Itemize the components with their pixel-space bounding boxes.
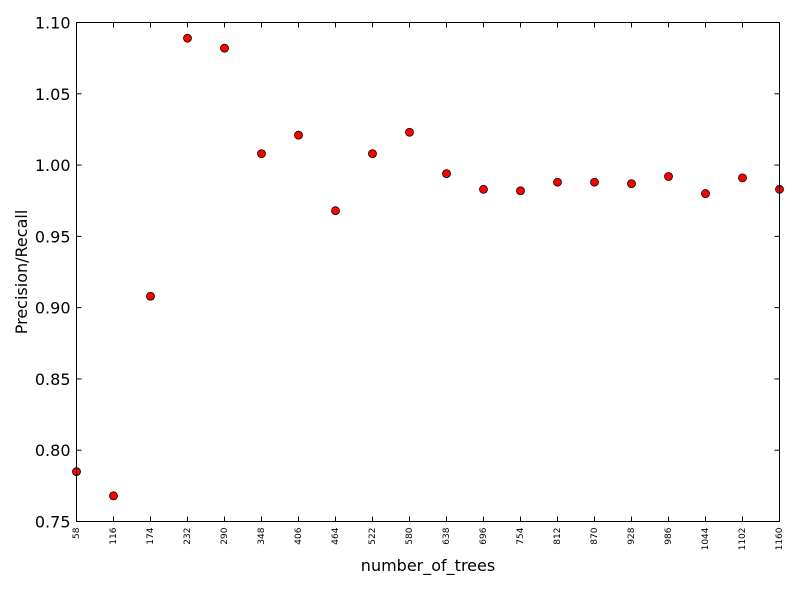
y-tick-label: 0.85	[35, 370, 71, 389]
x-tick-label: 696	[479, 527, 489, 544]
data-point	[294, 130, 303, 140]
y-tick-label: 0.95	[35, 227, 71, 246]
data-point	[109, 491, 118, 501]
data-point	[368, 149, 377, 159]
data-point	[738, 173, 747, 183]
x-tick-label: 116	[109, 527, 119, 544]
data-points	[72, 33, 784, 501]
y-tick-label: 0.75	[35, 513, 71, 532]
data-point	[701, 189, 710, 198]
data-point	[331, 206, 340, 216]
x-tick-label: 812	[553, 528, 563, 545]
y-tick-label: 1.00	[35, 156, 71, 175]
x-tick-label: 174	[146, 527, 156, 544]
y-tick-label: 1.10	[35, 14, 71, 33]
x-tick-label: 348	[257, 527, 267, 544]
x-tick-label: 986	[664, 527, 674, 544]
data-point	[479, 184, 488, 194]
plot-frame	[76, 22, 780, 522]
x-tick-label: 638	[442, 527, 452, 544]
x-tick-labels: 58 116 174 232 290 348 406 464 522 580 638 696 754 81…	[72, 527, 785, 550]
y-tick-label: 1.05	[35, 85, 71, 104]
data-point	[516, 186, 525, 196]
x-axis-label: number_of_trees	[361, 556, 495, 576]
x-tick-label: 870	[590, 527, 600, 544]
data-point	[146, 291, 155, 301]
y-tick-label: 0.90	[35, 299, 71, 318]
y-axis-label: Precision/Recall	[12, 210, 31, 335]
data-point	[664, 172, 673, 181]
data-point	[442, 169, 451, 179]
x-tick-label: 580	[405, 527, 415, 544]
data-point	[590, 177, 599, 187]
data-point	[183, 33, 192, 43]
x-tick-label: 1044	[701, 527, 711, 550]
x-tick-label: 1160	[775, 527, 785, 550]
y-tick-label: 0.80	[35, 441, 71, 460]
x-tick-label: 406	[294, 527, 304, 544]
x-tick-label: 1102	[738, 528, 748, 551]
data-point	[257, 149, 266, 159]
x-tick-label: 928	[627, 527, 637, 544]
x-tick-label: 522	[368, 528, 378, 545]
data-point	[627, 179, 636, 189]
x-tick-label: 290	[220, 527, 230, 544]
x-tick-label: 232	[183, 528, 193, 545]
x-tick-label: 754	[516, 527, 526, 544]
data-point	[405, 127, 414, 137]
axis-ticks	[76, 22, 780, 522]
y-tick-labels: 0.75 0.80 0.85 0.90 0.95 1.00 1.05 1.10	[35, 14, 71, 532]
x-tick-label: 58	[72, 527, 82, 539]
data-point	[553, 177, 562, 187]
x-tick-label: 464	[331, 527, 341, 544]
data-point	[220, 43, 229, 53]
